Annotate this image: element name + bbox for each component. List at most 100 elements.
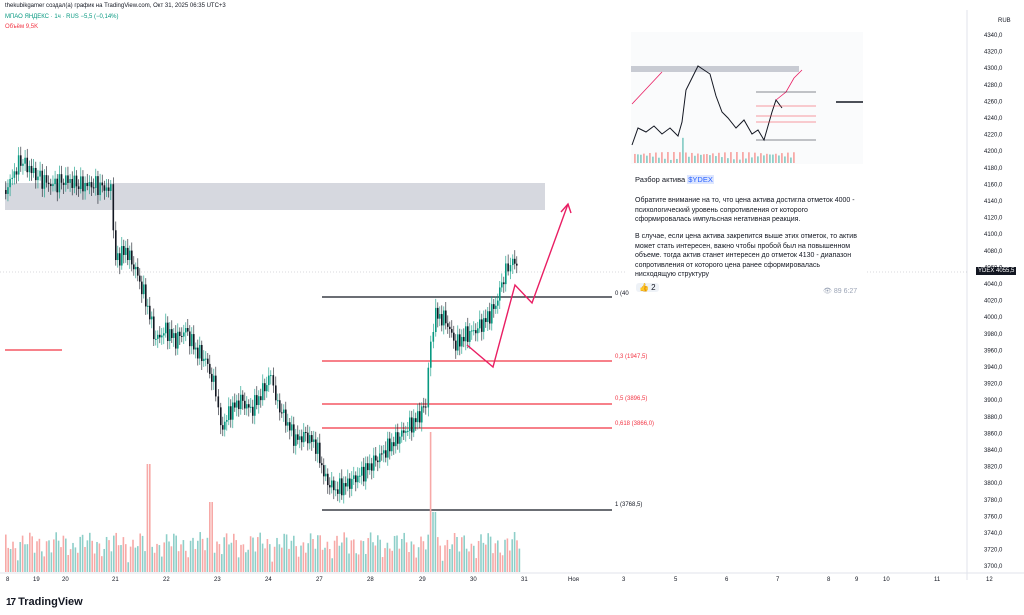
volume-bar [237, 557, 240, 572]
candle-body [77, 186, 80, 189]
volume-bar [482, 542, 485, 572]
currency-label: RUB [998, 18, 1011, 24]
candle-body [413, 418, 415, 433]
candle-body [459, 334, 461, 347]
candle-body [125, 247, 127, 255]
candle-body [489, 311, 491, 324]
reaction-badge[interactable]: 👍 2 [636, 283, 659, 292]
candle-body [371, 463, 373, 471]
time-axis[interactable]: 8 19 20 21 22 23 24 27 28 29 30 31 Ноя 3 5 6 7 8 9 10 11 12 [6, 577, 993, 583]
views-count: 👁 89 [823, 288, 842, 295]
thumb-projection-left [631, 71, 663, 105]
volume-bar [213, 552, 216, 572]
candle-body [367, 463, 369, 471]
candle-body [262, 383, 264, 401]
candle-body [509, 265, 512, 272]
candle-body [493, 304, 495, 309]
time-tick-label: 11 [934, 577, 941, 583]
fib-label-0-618: 0,618 (3866,0) [615, 421, 654, 427]
volume-bar [14, 548, 17, 572]
candle-body [391, 442, 393, 452]
volume-bar [480, 534, 482, 572]
candle-body [512, 258, 514, 266]
candle-body [453, 332, 455, 341]
volume-bar [353, 539, 355, 572]
post-thumbnail-chart[interactable] [626, 30, 866, 168]
post-card[interactable]: Разбор актива $YDEX Обратите внимание на… [626, 30, 866, 292]
volume-bar [249, 536, 252, 572]
volume-bar [518, 548, 521, 572]
candle-body [421, 406, 423, 423]
candle-body [495, 305, 497, 309]
price-tick-label: 3780,0 [984, 498, 1003, 504]
candle-body [207, 358, 209, 364]
price-tick-label: 3820,0 [984, 465, 1003, 471]
volume-bar [168, 541, 170, 572]
resistance-zone[interactable] [5, 183, 545, 210]
volume-bar [24, 544, 26, 572]
candle-body [165, 322, 167, 334]
volume-bar [230, 542, 233, 572]
volume-bar [17, 560, 19, 572]
volume-bar [456, 536, 458, 572]
volume-bar [506, 538, 509, 572]
volume-bar [117, 545, 120, 572]
time-tick-label: 10 [883, 577, 890, 583]
volume-bar [312, 539, 314, 572]
price-tick-label: 3860,0 [984, 431, 1003, 437]
candle-body [345, 483, 347, 487]
candle-body [321, 463, 323, 466]
fib-retracement[interactable]: 0 (40 0,3 (1947,5) 0,5 (3896,5) 0,618 (3… [322, 291, 654, 511]
price-tick-label: 4180,0 [984, 166, 1003, 172]
candle-body [5, 190, 7, 194]
volume-bar [84, 546, 86, 572]
projection-path[interactable] [466, 203, 569, 369]
thumb-volume-bar [727, 158, 729, 163]
volume-bar [257, 537, 259, 572]
candle-body [20, 155, 22, 166]
volume-bar [187, 557, 189, 572]
chart-credit: thekubikgamer создал(а) график на Tradin… [5, 3, 226, 9]
price-tick-label: 4320,0 [984, 50, 1003, 56]
price-axis[interactable]: 4340,0 4320,0 4300,0 4280,0 4260,0 4240,0 4220… [984, 33, 1003, 570]
candle-body [171, 329, 173, 338]
candle-body [205, 358, 207, 360]
volume-bar [113, 535, 115, 572]
candle-body [451, 329, 453, 333]
volume-bar [62, 535, 65, 572]
symbol-legend[interactable]: МПАО ЯНДЕКС · 1ч · RUS −5,5 (−0,14%) [5, 14, 119, 20]
thumb-volume-bar [742, 152, 744, 163]
candle-body [209, 363, 211, 374]
volume-legend[interactable]: Объём 9,5K [5, 24, 39, 30]
ticker-tag[interactable]: $YDEX [687, 175, 714, 184]
volume-bar [170, 546, 173, 572]
candle-body [246, 404, 248, 409]
volume-bar [509, 550, 511, 572]
volume-bar [21, 535, 24, 572]
candle-body [279, 400, 281, 413]
volume-bar [321, 549, 324, 572]
volume-bar [285, 534, 288, 572]
candle-body [283, 409, 285, 414]
last-price-value: 4055,5 [996, 268, 1015, 274]
thumb-volume-bar [652, 156, 654, 163]
candle-body [516, 263, 518, 266]
candle-body [497, 300, 499, 306]
volume-bar [417, 547, 420, 572]
candle-body [191, 334, 193, 347]
candlesticks[interactable] [5, 146, 518, 504]
candle-body [353, 475, 355, 479]
candle-body [71, 178, 74, 188]
projection-arrow-head [560, 202, 572, 214]
volume-bar [492, 553, 494, 572]
candle-body [211, 373, 213, 382]
volume-bar [497, 540, 499, 572]
candle-body [129, 250, 131, 261]
volume-bar [149, 464, 151, 572]
candle-body [73, 175, 76, 188]
thumb-volume-bar [733, 159, 735, 163]
candle-body [75, 175, 78, 187]
volume-bar [511, 539, 513, 572]
tradingview-logo[interactable]: 17 TradingView [6, 596, 83, 608]
